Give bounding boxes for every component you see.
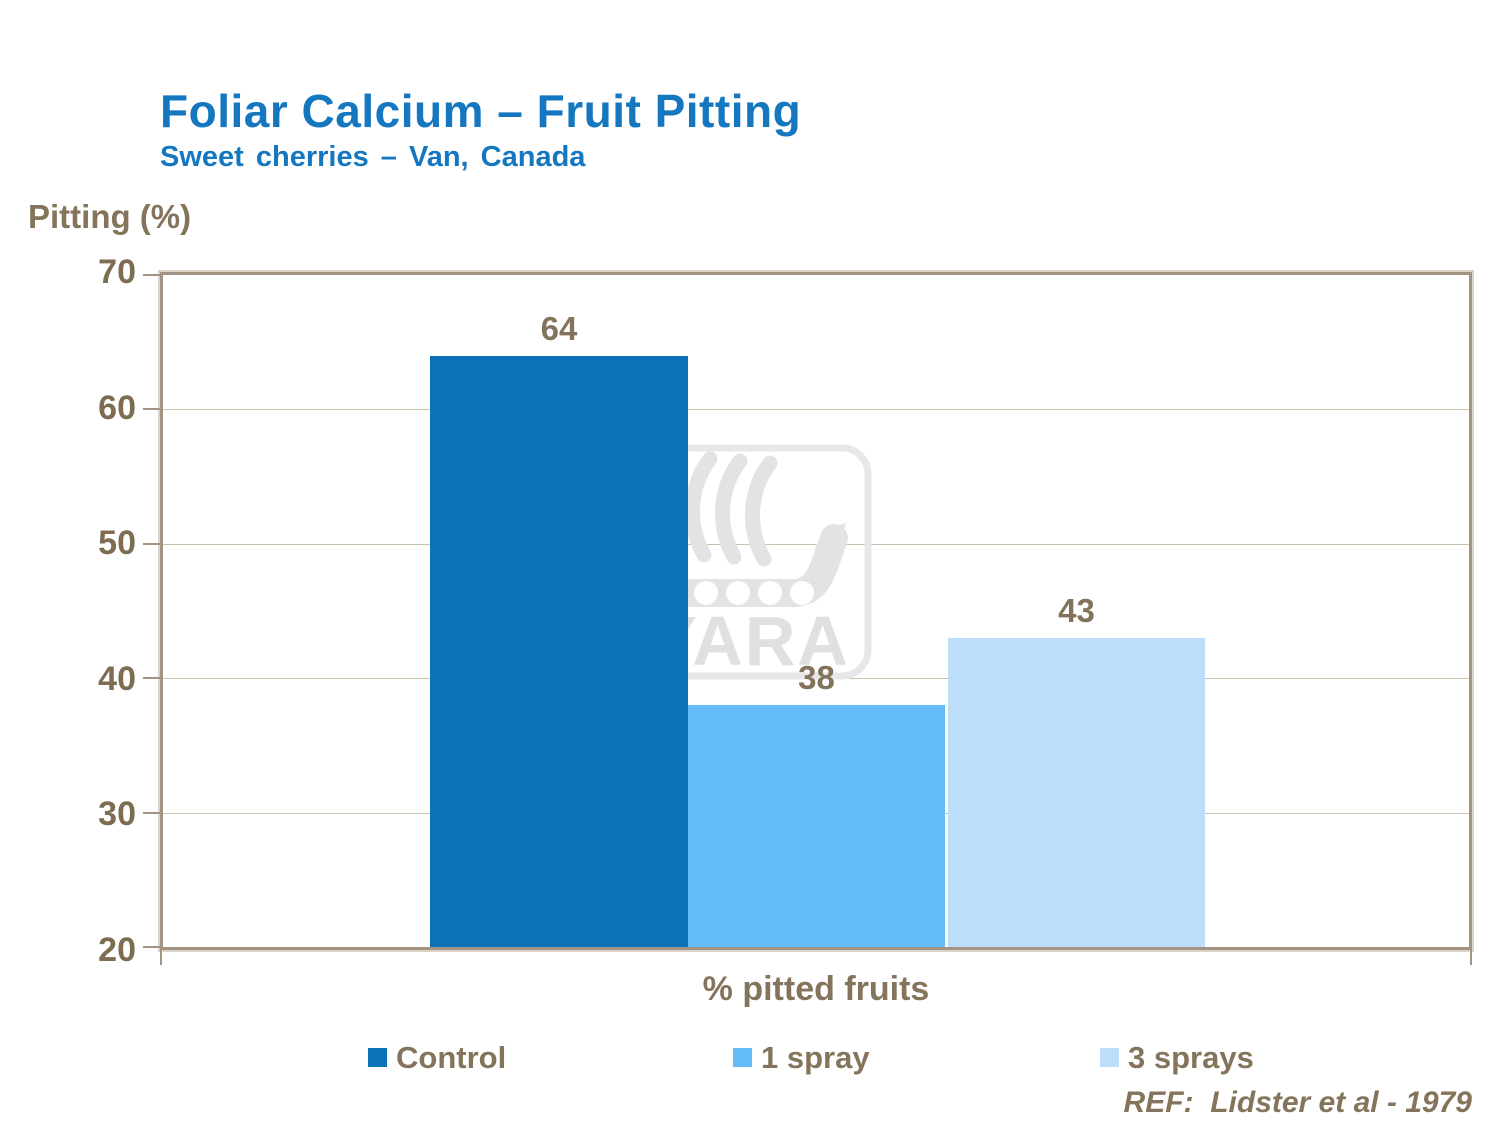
- legend-swatch-1-spray: [733, 1048, 752, 1067]
- legend-item-3-sprays: 3 sprays: [1100, 1042, 1254, 1073]
- y-tick-30: 30: [98, 795, 136, 834]
- y-tick-60: 60: [98, 388, 136, 427]
- bar-rect-3-sprays: [948, 637, 1205, 947]
- y-tickmark: [143, 811, 160, 814]
- reference-text: REF: Lidster et al - 1979: [1123, 1086, 1472, 1119]
- bar-control: 64: [430, 275, 688, 947]
- y-tick-40: 40: [98, 659, 136, 698]
- bar-value-label: 43: [1058, 591, 1095, 629]
- legend-swatch-control: [368, 1048, 387, 1067]
- legend-label: Control: [396, 1040, 507, 1075]
- bar-value-label: 38: [798, 659, 835, 697]
- y-tick-20: 20: [98, 931, 136, 969]
- gridline-50: [163, 543, 1469, 545]
- bar-value-label: 64: [540, 309, 578, 347]
- y-tickmark: [143, 677, 160, 680]
- legend-item-1-spray: 1 spray: [733, 1042, 870, 1073]
- slide-title: Foliar Calcium – Fruit Pitting: [160, 85, 802, 137]
- plot-area: YARA 64 38 43: [143, 270, 1474, 965]
- y-tickmark: [143, 946, 160, 948]
- y-tickmark: [143, 408, 160, 411]
- y-tick-50: 50: [98, 524, 136, 563]
- bar-rect-1-spray: [688, 705, 945, 947]
- legend-swatch-3-sprays: [1100, 1048, 1119, 1067]
- gridline-60: [163, 409, 1469, 411]
- bar-3-sprays: 43: [948, 275, 1205, 947]
- legend-label: 3 sprays: [1128, 1040, 1254, 1075]
- y-tickmark: [143, 542, 160, 545]
- y-axis-title: Pitting (%): [28, 198, 192, 235]
- slide-subtitle: Sweet cherries – Van, Canada: [160, 141, 586, 173]
- x-tickmark: [160, 950, 162, 965]
- y-tick-70: 70: [98, 253, 136, 291]
- ship-sails: [685, 451, 778, 567]
- y-axis-tick-labels: 70 60 50 40 30 20: [20, 253, 136, 969]
- x-tickmark: [1470, 950, 1472, 965]
- bar-rect-control: [430, 355, 688, 947]
- bar-1-spray: 38: [688, 275, 945, 947]
- x-axis-label: % pitted fruits: [702, 970, 930, 1008]
- legend-item-control: Control: [368, 1042, 506, 1073]
- legend-label: 1 spray: [761, 1040, 870, 1075]
- y-tickmark: [143, 274, 160, 276]
